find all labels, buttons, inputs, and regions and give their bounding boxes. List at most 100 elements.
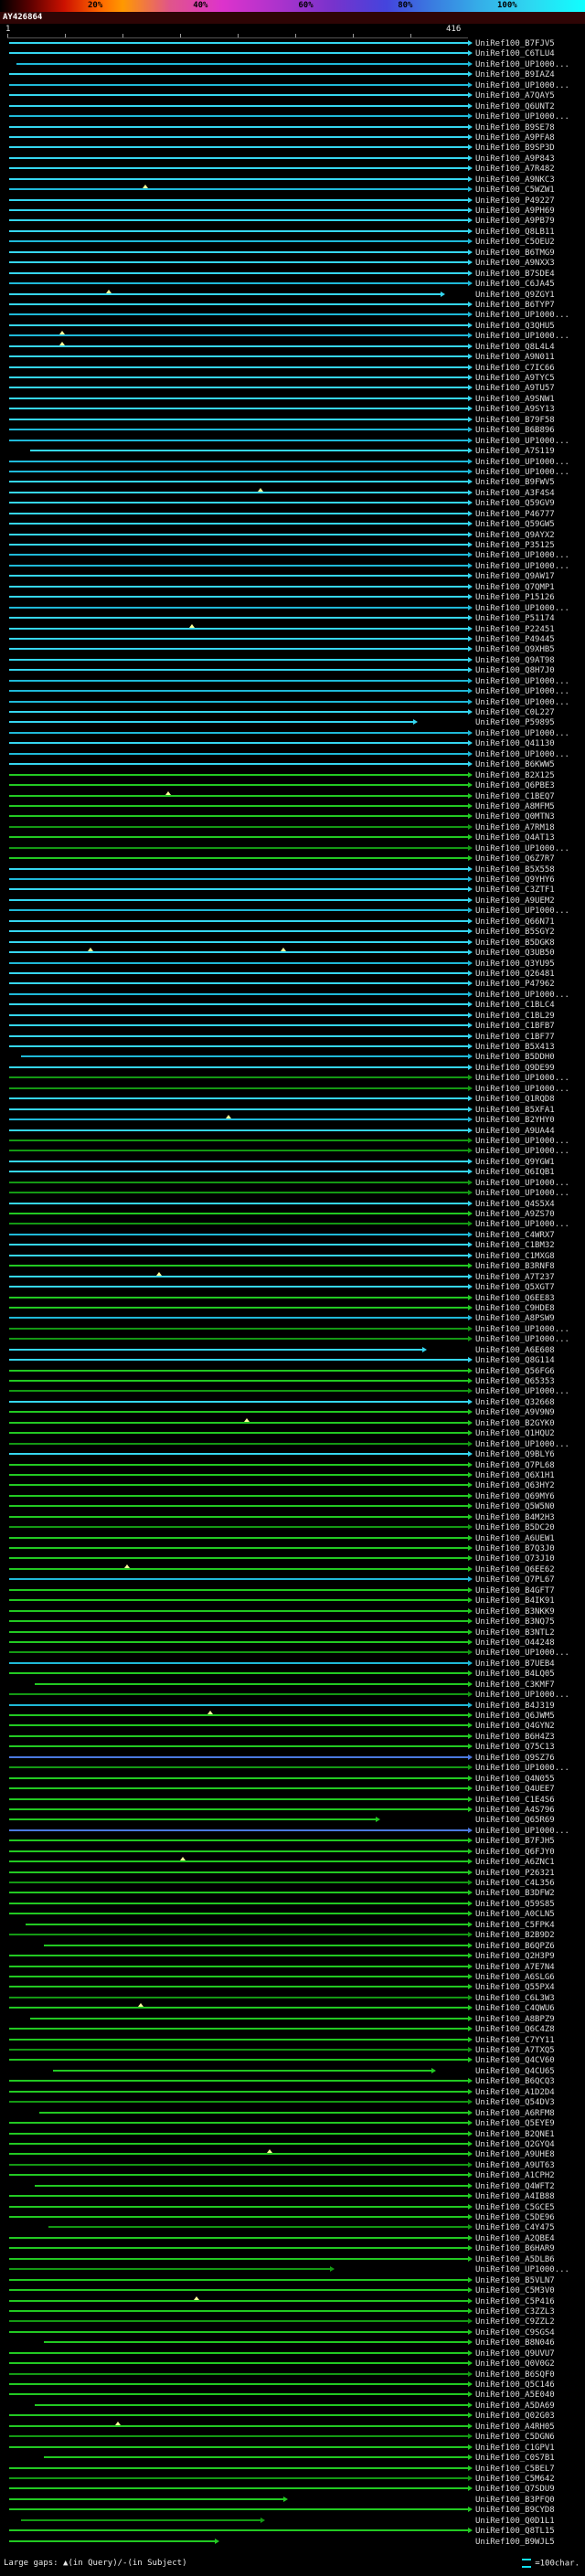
hit-bar[interactable] — [9, 1294, 473, 1300]
hit-label[interactable]: UniRef100_Q9SZ76 — [475, 1753, 555, 1763]
hit-bar[interactable] — [9, 154, 473, 161]
hit-bar[interactable] — [21, 2517, 266, 2523]
hit-label[interactable]: UniRef100_UP1000... — [475, 1189, 569, 1199]
hit-label[interactable]: UniRef100_Q69MY6 — [475, 1491, 555, 1501]
hit-bar[interactable] — [9, 1430, 473, 1436]
hit-label[interactable]: UniRef100_Q3UB50 — [475, 949, 555, 959]
hit-bar[interactable] — [9, 1524, 473, 1531]
hit-bar[interactable] — [9, 1169, 473, 1175]
hit-label[interactable]: UniRef100_B9SP3D — [475, 143, 555, 154]
hit-bar[interactable] — [9, 1638, 473, 1645]
hit-bar[interactable] — [9, 1953, 473, 1959]
hit-label[interactable]: UniRef100_UP1000... — [475, 311, 569, 321]
hit-label[interactable]: UniRef100_A9PH69 — [475, 207, 555, 216]
hit-bar[interactable] — [9, 1158, 473, 1164]
hit-bar[interactable] — [9, 50, 473, 57]
hit-label[interactable]: UniRef100_Q4S5X4 — [475, 1199, 555, 1209]
hit-label[interactable]: UniRef100_Q54DV3 — [475, 2098, 555, 2108]
hit-bar[interactable] — [9, 458, 473, 464]
hit-label[interactable]: UniRef100_A9SNW1 — [475, 394, 555, 404]
hit-label[interactable]: UniRef100_A9UT63 — [475, 2160, 555, 2170]
hit-bar[interactable] — [9, 1733, 473, 1739]
hit-label[interactable]: UniRef100_UP1000... — [475, 1136, 569, 1146]
hit-bar[interactable] — [9, 635, 473, 641]
hit-bar[interactable] — [9, 1284, 473, 1290]
hit-bar[interactable] — [9, 312, 473, 318]
hit-label[interactable]: UniRef100_B7SDE4 — [475, 269, 555, 279]
hit-bar[interactable] — [9, 1033, 473, 1039]
hit-label[interactable]: UniRef100_B2GYK0 — [475, 1418, 555, 1428]
hit-label[interactable]: UniRef100_UP1000... — [475, 687, 569, 697]
hit-bar[interactable] — [9, 2507, 473, 2513]
hit-label[interactable]: UniRef100_UP1000... — [475, 1220, 569, 1230]
hit-bar[interactable] — [9, 1252, 473, 1258]
hit-label[interactable]: UniRef100_C1E4S6 — [475, 1795, 555, 1805]
hit-label[interactable]: UniRef100_Q9AW17 — [475, 572, 555, 582]
hit-bar[interactable] — [9, 1827, 473, 1833]
hit-bar[interactable] — [9, 2057, 473, 2063]
hit-bar[interactable] — [9, 385, 473, 391]
hit-bar[interactable] — [9, 416, 473, 422]
hit-bar[interactable] — [9, 531, 473, 537]
hit-label[interactable]: UniRef100_C5DE96 — [475, 2213, 555, 2222]
hit-label[interactable]: UniRef100_A5E040 — [475, 2390, 555, 2401]
hit-label[interactable]: UniRef100_A8PSW9 — [475, 1314, 555, 1324]
hit-bar[interactable] — [48, 2224, 473, 2231]
hit-label[interactable]: UniRef100_B6B896 — [475, 426, 555, 436]
hit-bar[interactable] — [9, 1869, 473, 1875]
hit-label[interactable]: UniRef100_Q63HY2 — [475, 1481, 555, 1491]
hit-bar[interactable] — [9, 656, 473, 663]
hit-bar[interactable] — [9, 782, 473, 789]
hit-label[interactable]: UniRef100_UP1000... — [475, 457, 569, 467]
hit-label[interactable]: UniRef100_B5X413 — [475, 1043, 555, 1052]
hit-bar[interactable] — [9, 2120, 473, 2126]
hit-bar[interactable] — [9, 1451, 473, 1458]
hit-label[interactable]: UniRef100_Q5EYE9 — [475, 2119, 555, 2129]
hit-bar[interactable] — [9, 1786, 473, 1792]
hit-label[interactable]: UniRef100_UP1000... — [475, 1074, 569, 1084]
hit-label[interactable]: UniRef100_Q8TL15 — [475, 2527, 555, 2537]
hit-label[interactable]: UniRef100_Q9AYX2 — [475, 530, 555, 540]
hit-label[interactable]: UniRef100_Q59GV9 — [475, 499, 555, 509]
hit-bar[interactable] — [9, 468, 473, 474]
hit-label[interactable]: UniRef100_Q6X1H1 — [475, 1470, 555, 1480]
hit-bar[interactable] — [9, 623, 473, 631]
hit-bar[interactable] — [9, 196, 473, 203]
hit-bar[interactable] — [9, 886, 473, 893]
hit-bar[interactable] — [9, 364, 473, 370]
hit-bar[interactable] — [9, 1492, 473, 1499]
hit-label[interactable]: UniRef100_B7FJV5 — [475, 39, 555, 48]
hit-label[interactable]: UniRef100_UP1000... — [475, 1084, 569, 1094]
hit-label[interactable]: UniRef100_Q4WFT2 — [475, 2181, 555, 2191]
hit-bar[interactable] — [9, 1628, 473, 1635]
hit-bar[interactable] — [9, 406, 473, 412]
hit-bar[interactable] — [9, 1723, 473, 1729]
hit-bar[interactable] — [9, 1148, 473, 1154]
hit-bar[interactable] — [9, 437, 473, 443]
hit-label[interactable]: UniRef100_UP1000... — [475, 332, 569, 342]
hit-bar[interactable] — [9, 2370, 473, 2377]
hit-label[interactable]: UniRef100_UP1000... — [475, 1178, 569, 1188]
hit-label[interactable]: UniRef100_UP1000... — [475, 728, 569, 738]
hit-label[interactable]: UniRef100_UP1000... — [475, 1648, 569, 1659]
hit-bar[interactable] — [9, 102, 473, 109]
hit-label[interactable]: UniRef100_P47962 — [475, 980, 555, 990]
hit-bar[interactable] — [9, 2318, 473, 2325]
hit-label[interactable]: UniRef100_B4LQ05 — [475, 1670, 555, 1680]
hit-label[interactable]: UniRef100_C5GCE5 — [475, 2202, 555, 2212]
hit-bar[interactable] — [9, 928, 473, 935]
hit-label[interactable]: UniRef100_B8N046 — [475, 2338, 555, 2348]
hit-bar[interactable] — [9, 1127, 473, 1133]
hit-label[interactable]: UniRef100_UP1000... — [475, 1147, 569, 1157]
hit-label[interactable]: UniRef100_C0L227 — [475, 708, 555, 717]
hit-label[interactable]: UniRef100_A7S119 — [475, 447, 555, 457]
hit-label[interactable]: UniRef100_UP1000... — [475, 1387, 569, 1397]
hit-bar[interactable] — [9, 688, 473, 694]
hit-label[interactable]: UniRef100_UP1000... — [475, 1324, 569, 1334]
hit-bar[interactable] — [9, 2036, 473, 2042]
hit-bar[interactable] — [9, 1137, 473, 1143]
hit-bar[interactable] — [9, 876, 473, 882]
hit-label[interactable]: UniRef100_B4J319 — [475, 1701, 555, 1711]
hit-label[interactable]: UniRef100_Q6PBE3 — [475, 781, 555, 791]
hit-bar[interactable] — [44, 2339, 473, 2346]
